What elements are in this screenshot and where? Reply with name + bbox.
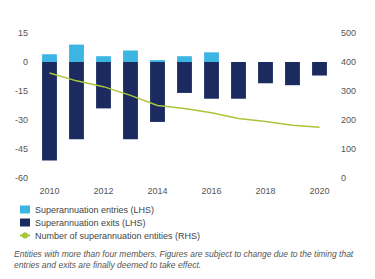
svg-text:500: 500 [341, 28, 356, 38]
svg-text:Number of superannuation entit: Number of superannuation entities (RHS) [35, 231, 200, 241]
svg-text:Superannuation entries (LHS): Superannuation entries (LHS) [35, 205, 154, 215]
svg-text:2018: 2018 [255, 186, 275, 196]
svg-text:15: 15 [18, 28, 28, 38]
svg-text:-60: -60 [15, 173, 28, 183]
svg-text:-45: -45 [15, 144, 28, 154]
svg-text:2012: 2012 [93, 186, 113, 196]
svg-text:200: 200 [341, 115, 356, 125]
svg-text:Entities with more than four m: Entities with more than four members. Fi… [14, 249, 356, 259]
svg-text:300: 300 [341, 86, 356, 96]
svg-text:-30: -30 [15, 115, 28, 125]
svg-text:400: 400 [341, 57, 356, 67]
svg-text:2014: 2014 [147, 186, 167, 196]
svg-text:100: 100 [341, 144, 356, 154]
svg-text:0: 0 [23, 57, 28, 67]
svg-text:2020: 2020 [309, 186, 329, 196]
svg-text:Superannuation exits (LHS): Superannuation exits (LHS) [35, 218, 146, 228]
svg-text:entries and exits are finally: entries and exits are finally deemed to … [14, 260, 201, 270]
svg-text:-15: -15 [15, 86, 28, 96]
svg-text:2010: 2010 [39, 186, 59, 196]
svg-text:2016: 2016 [201, 186, 221, 196]
svg-text:0: 0 [341, 173, 346, 183]
